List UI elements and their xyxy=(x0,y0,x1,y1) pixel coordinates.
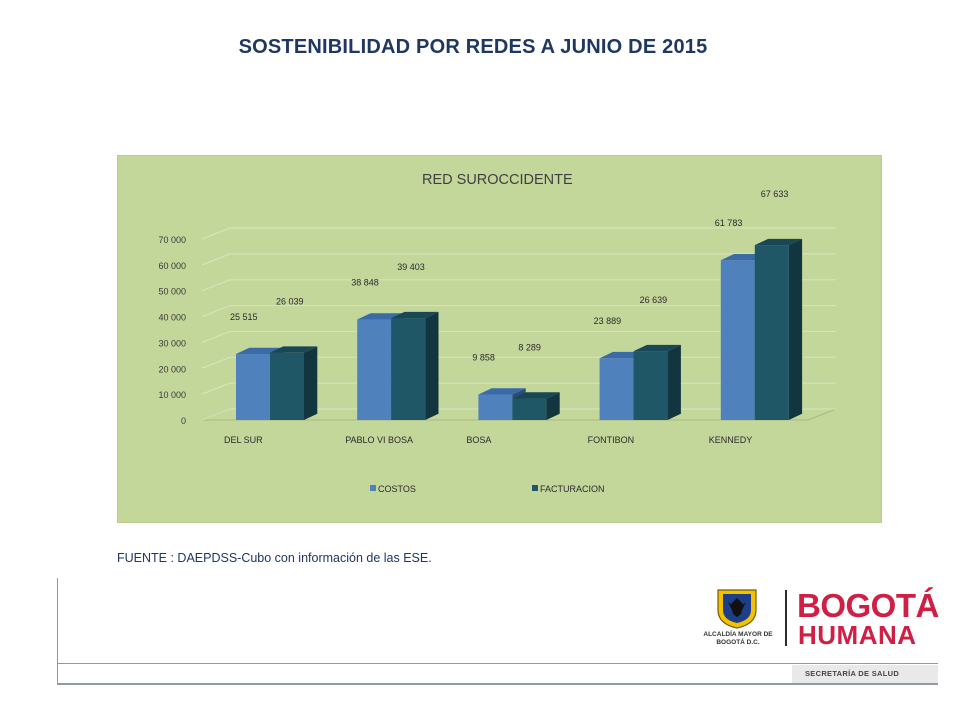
bar-side xyxy=(425,311,439,420)
bar-costos xyxy=(599,358,634,420)
footer-divider xyxy=(57,663,938,664)
footer-band xyxy=(792,665,938,683)
logo-divider xyxy=(785,590,787,646)
gridline xyxy=(201,305,836,318)
legend-label: COSTOS xyxy=(378,484,416,494)
data-label: 9 858 xyxy=(472,353,495,363)
x-tick-label: FONTIBON xyxy=(588,435,635,445)
legend-swatch xyxy=(532,485,538,491)
x-tick-label: KENNEDY xyxy=(709,435,753,445)
chart-legend: COSTOS FACTURACION xyxy=(370,484,605,494)
data-label: 67 633 xyxy=(761,189,789,199)
data-label: 8 289 xyxy=(518,343,541,353)
data-label: 61 783 xyxy=(715,218,743,228)
data-label: 26 039 xyxy=(276,297,304,307)
footer-department: SECRETARÍA DE SALUD xyxy=(805,669,900,678)
logo-caption: ALCALDÍA MAYOR DE BOGOTÁ D.C. xyxy=(703,631,773,646)
bar-costos xyxy=(478,394,513,420)
y-axis-ticks: 0 10 000 20 000 30 000 40 000 50 000 60 000 70 … xyxy=(158,235,186,426)
bar-chart: 0 10 000 20 000 30 000 40 000 50 000 60 000 70 … xyxy=(158,172,837,494)
y-tick-label: 50 000 xyxy=(158,287,186,297)
gridline xyxy=(201,330,836,343)
y-tick-label: 10 000 xyxy=(158,390,186,400)
source-note: FUENTE : DAEPDSS-Cubo con información de… xyxy=(117,551,432,565)
gridline xyxy=(201,253,836,266)
bar-top xyxy=(391,311,439,319)
bar-side xyxy=(304,346,318,420)
brand-logo-line2: HUMANA xyxy=(798,620,917,650)
bar-facturacion xyxy=(512,398,547,420)
y-tick-label: 0 xyxy=(181,416,186,426)
bar-costos xyxy=(236,354,270,420)
x-tick-label: BOSA xyxy=(466,435,491,445)
bar-top xyxy=(270,346,318,353)
bar-costos xyxy=(357,319,392,420)
bar-side xyxy=(788,238,803,420)
chart-title: RED SUROCCIDENTE xyxy=(422,172,573,188)
bar-facturacion xyxy=(754,245,789,420)
bar-side xyxy=(667,344,681,420)
data-label: 39 403 xyxy=(397,262,425,272)
y-tick-label: 20 000 xyxy=(158,364,186,374)
x-tick-label: PABLO VI BOSA xyxy=(345,435,413,445)
chart-panel: 0 10 000 20 000 30 000 40 000 50 000 60 000 70 … xyxy=(117,155,882,523)
chart-data-labels: 25 515 26 039 38 848 39 403 9 858 8 289 23 889… xyxy=(230,189,788,362)
data-label: 23 889 xyxy=(594,316,622,326)
y-tick-label: 30 000 xyxy=(158,338,186,348)
y-tick-label: 70 000 xyxy=(158,235,186,245)
left-rule xyxy=(57,578,58,685)
y-tick-label: 40 000 xyxy=(158,313,186,323)
footer-divider-bottom xyxy=(57,683,938,685)
data-label: 25 515 xyxy=(230,312,258,322)
bar-costos xyxy=(720,260,755,420)
legend-swatch xyxy=(370,485,376,491)
bar-side xyxy=(546,392,560,420)
chart-bars xyxy=(236,238,803,420)
bar-facturacion xyxy=(633,351,668,420)
bar-facturacion xyxy=(270,352,304,420)
bar-top xyxy=(478,388,526,395)
brand-logo-line1: BOGOTÁ xyxy=(797,587,939,624)
x-axis-labels: DEL SUR PABLO VI BOSA BOSA FONTIBON KENNEDY xyxy=(224,435,752,445)
slide-title: SOSTENIBILIDAD POR REDES A JUNIO DE 2015 xyxy=(238,36,708,58)
bar-top xyxy=(633,344,681,352)
bar-top xyxy=(512,392,560,399)
data-label: 38 848 xyxy=(351,278,379,288)
bar-top xyxy=(754,238,803,246)
y-tick-label: 60 000 xyxy=(158,261,186,271)
gridline xyxy=(201,227,836,240)
data-label: 26 639 xyxy=(640,295,668,305)
legend-label: FACTURACION xyxy=(540,484,605,494)
bar-facturacion xyxy=(391,318,426,420)
coat-of-arms-icon xyxy=(710,588,764,635)
x-tick-label: DEL SUR xyxy=(224,435,263,445)
gridline xyxy=(201,279,836,292)
